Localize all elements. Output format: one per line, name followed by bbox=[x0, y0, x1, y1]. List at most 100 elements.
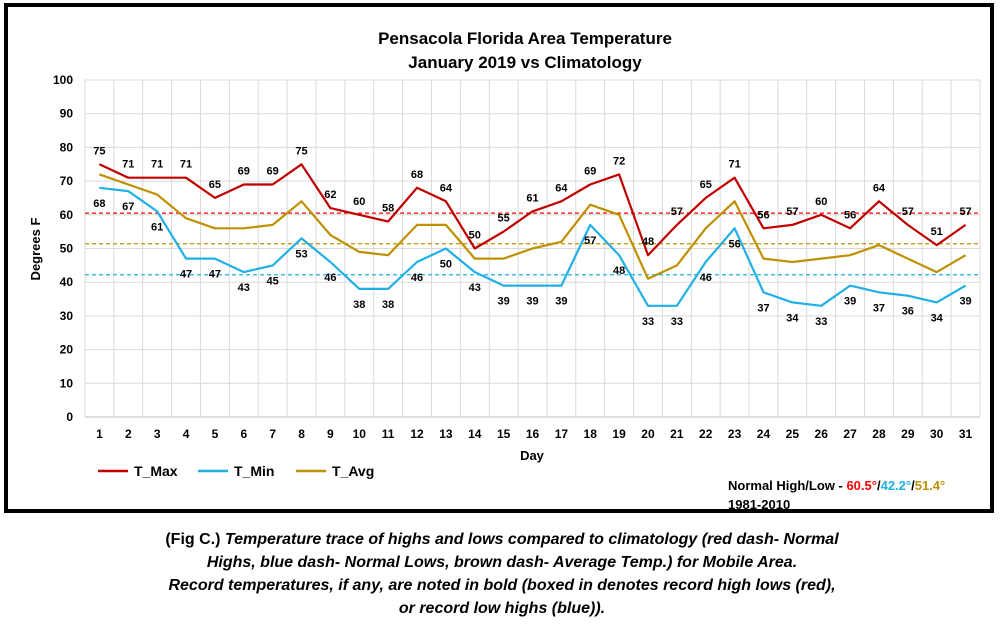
caption-line: (Fig C.) Temperature trace of highs and … bbox=[0, 528, 1004, 551]
legend: T_Max T_Min T_Avg bbox=[98, 463, 374, 479]
data-label-t-min: 46 bbox=[700, 272, 712, 284]
data-label-t-min: 33 bbox=[642, 316, 654, 328]
data-label-t-max: 60 bbox=[353, 196, 365, 208]
data-label-t-max: 75 bbox=[295, 145, 307, 157]
data-label-t-max: 71 bbox=[122, 159, 134, 171]
y-tick-label: 20 bbox=[60, 343, 74, 357]
x-tick-label: 26 bbox=[815, 427, 829, 441]
data-label-t-max: 69 bbox=[238, 165, 250, 177]
data-label-t-min: 39 bbox=[959, 296, 971, 308]
x-tick-label: 30 bbox=[930, 427, 944, 441]
data-label-t-min: 46 bbox=[411, 272, 423, 284]
y-tick-label: 10 bbox=[60, 376, 74, 390]
data-label-t-max: 71 bbox=[180, 159, 192, 171]
series-line-t-min bbox=[99, 186, 967, 307]
data-label-t-max: 51 bbox=[931, 226, 943, 238]
x-tick-label: 9 bbox=[327, 427, 334, 441]
temperature-chart: Pensacola Florida Area Temperature Janua… bbox=[28, 29, 981, 512]
data-label-t-min: 39 bbox=[526, 296, 538, 308]
data-label-t-max: 57 bbox=[786, 206, 798, 218]
x-tick-label: 12 bbox=[410, 427, 424, 441]
data-label-t-min: 33 bbox=[815, 316, 827, 328]
data-label-t-max: 64 bbox=[440, 182, 453, 194]
x-tick-label: 18 bbox=[584, 427, 598, 441]
data-label-t-max: 75 bbox=[93, 145, 105, 157]
legend-entry: T_Max bbox=[134, 463, 178, 479]
caption-line: or record low highs (blue)). bbox=[398, 600, 606, 617]
x-tick-label: 8 bbox=[298, 427, 305, 441]
data-label-t-min: 67 bbox=[122, 201, 134, 213]
x-tick-label: 5 bbox=[212, 427, 219, 441]
data-label-t-max: 55 bbox=[498, 213, 510, 225]
x-tick-label: 20 bbox=[641, 427, 655, 441]
normal-low-value: 42.2° bbox=[881, 478, 912, 493]
data-label-t-max: 69 bbox=[584, 165, 596, 177]
legend-entry: T_Avg bbox=[332, 463, 374, 479]
caption-lead: (Fig C.) bbox=[165, 531, 225, 548]
chart-title: Pensacola Florida Area Temperature bbox=[378, 29, 672, 48]
x-tick-label: 7 bbox=[269, 427, 276, 441]
data-label-t-min: 34 bbox=[786, 312, 799, 324]
x-tick-label: 10 bbox=[353, 427, 367, 441]
data-label-t-min: 37 bbox=[757, 302, 769, 314]
data-label-t-min: 47 bbox=[180, 269, 192, 281]
data-label-t-max: 48 bbox=[642, 236, 654, 248]
x-tick-label: 13 bbox=[439, 427, 453, 441]
data-label-t-max: 65 bbox=[209, 179, 221, 191]
x-tick-label: 19 bbox=[612, 427, 626, 441]
x-tick-label: 6 bbox=[240, 427, 247, 441]
data-label-t-min: 39 bbox=[844, 296, 856, 308]
data-label-t-max: 68 bbox=[411, 169, 423, 181]
data-label-t-min: 43 bbox=[238, 282, 250, 294]
x-tick-label: 17 bbox=[555, 427, 569, 441]
x-tick-label: 31 bbox=[959, 427, 973, 441]
data-label-t-min: 38 bbox=[353, 299, 365, 311]
y-tick-label: 40 bbox=[60, 275, 74, 289]
normals-separator: / bbox=[877, 478, 881, 493]
normals-period: 1981-2010 bbox=[728, 497, 790, 512]
data-label-t-min: 68 bbox=[93, 198, 105, 210]
data-label-t-min: 57 bbox=[584, 235, 596, 247]
legend-entry: T_Min bbox=[234, 463, 274, 479]
data-label-t-max: 64 bbox=[555, 182, 568, 194]
normals-text: Normal High/Low - 60.5°/42.2°/51.4° bbox=[728, 478, 945, 493]
data-label-t-min: 39 bbox=[555, 296, 567, 308]
chart-subtitle: January 2019 vs Climatology bbox=[408, 53, 642, 72]
normal-avg-value: 51.4° bbox=[915, 478, 946, 493]
x-axis-label: Day bbox=[520, 448, 545, 463]
series-line-t-max bbox=[98, 163, 967, 257]
data-label-t-min: 53 bbox=[295, 248, 307, 260]
x-tick-label: 4 bbox=[183, 427, 190, 441]
caption-text: Temperature trace of highs and lows comp… bbox=[224, 531, 839, 548]
y-tick-label: 80 bbox=[60, 140, 74, 154]
y-tick-label: 30 bbox=[60, 309, 74, 323]
data-label-t-max: 65 bbox=[700, 179, 712, 191]
normals-separator: / bbox=[911, 478, 915, 493]
data-label-t-min: 37 bbox=[873, 302, 885, 314]
series-line-t-avg bbox=[99, 173, 967, 280]
y-tick-label: 90 bbox=[60, 107, 74, 121]
x-tick-label: 28 bbox=[872, 427, 886, 441]
x-tick-label: 22 bbox=[699, 427, 713, 441]
y-tick-label: 100 bbox=[53, 73, 73, 87]
data-label-t-min: 61 bbox=[151, 221, 163, 233]
data-label-t-min: 36 bbox=[902, 306, 914, 318]
data-label-t-max: 71 bbox=[728, 159, 740, 171]
figure-caption: (Fig C.) Temperature trace of highs and … bbox=[0, 528, 1004, 620]
y-tick-label: 70 bbox=[60, 174, 74, 188]
data-label-t-max: 56 bbox=[844, 209, 856, 221]
data-label-t-max: 60 bbox=[815, 196, 827, 208]
x-tick-label: 29 bbox=[901, 427, 915, 441]
x-tick-label: 11 bbox=[382, 427, 395, 441]
data-label-t-max: 57 bbox=[902, 206, 914, 218]
data-label-t-max: 61 bbox=[526, 192, 538, 204]
data-label-t-max: 58 bbox=[382, 203, 394, 215]
data-label-t-min: 43 bbox=[469, 282, 481, 294]
data-label-t-min: 34 bbox=[931, 312, 944, 324]
x-tick-label: 25 bbox=[786, 427, 800, 441]
caption-line: Highs, blue dash- Normal Lows, brown das… bbox=[206, 554, 798, 571]
normals-label: Normal High/Low - bbox=[728, 478, 846, 493]
data-label-t-max: 64 bbox=[873, 182, 886, 194]
x-tick-label: 24 bbox=[757, 427, 771, 441]
caption-line: Record temperatures, if any, are noted i… bbox=[168, 577, 836, 594]
